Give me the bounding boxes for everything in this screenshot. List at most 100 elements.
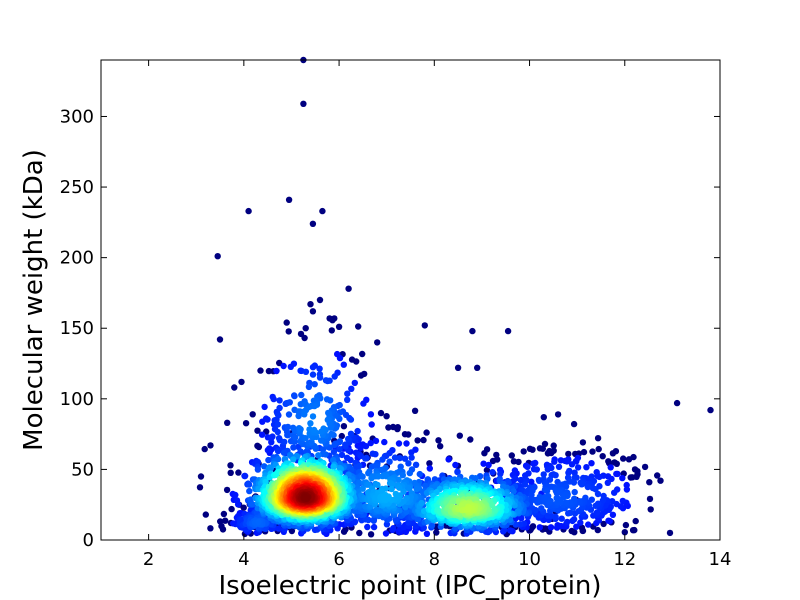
data-point bbox=[579, 439, 587, 446]
data-point bbox=[220, 510, 228, 518]
data-point bbox=[554, 411, 562, 418]
data-point bbox=[547, 524, 555, 531]
data-point bbox=[454, 364, 462, 371]
data-point bbox=[396, 484, 403, 491]
data-point bbox=[592, 502, 599, 509]
data-point bbox=[564, 518, 571, 526]
data-point bbox=[285, 328, 292, 335]
data-point bbox=[619, 474, 626, 482]
data-point bbox=[391, 454, 399, 461]
data-point bbox=[284, 431, 292, 439]
data-point bbox=[647, 506, 654, 513]
data-point bbox=[583, 464, 590, 471]
data-point bbox=[594, 509, 601, 516]
y-tick-label: 50 bbox=[71, 459, 94, 480]
data-point bbox=[604, 479, 611, 486]
y-tick-label: 100 bbox=[60, 389, 94, 410]
scatter-points bbox=[196, 56, 714, 538]
data-point bbox=[544, 450, 552, 457]
data-point bbox=[281, 438, 288, 446]
data-point bbox=[207, 442, 214, 449]
data-point bbox=[302, 368, 310, 375]
data-point bbox=[594, 490, 602, 498]
data-point bbox=[666, 529, 674, 537]
data-point bbox=[247, 496, 254, 503]
data-point bbox=[290, 444, 297, 451]
data-point bbox=[362, 516, 369, 523]
data-point bbox=[311, 402, 318, 410]
data-point bbox=[594, 472, 601, 480]
data-point bbox=[555, 463, 563, 470]
data-point bbox=[368, 421, 375, 428]
data-point bbox=[381, 438, 388, 446]
data-point bbox=[280, 362, 287, 370]
data-point bbox=[631, 466, 639, 473]
data-point bbox=[388, 481, 396, 488]
data-point bbox=[673, 399, 681, 407]
data-point bbox=[362, 455, 369, 462]
y-axis-ticks: 0 50 100 150 200 250 300 bbox=[60, 106, 720, 551]
data-point bbox=[310, 426, 318, 434]
data-point bbox=[452, 461, 459, 469]
data-point bbox=[275, 412, 282, 419]
data-point bbox=[594, 435, 602, 442]
data-point bbox=[465, 505, 472, 513]
data-point bbox=[428, 522, 436, 529]
data-point bbox=[249, 411, 256, 418]
data-point bbox=[344, 396, 351, 403]
data-point bbox=[255, 518, 262, 526]
data-point bbox=[533, 466, 540, 473]
data-point bbox=[599, 453, 606, 460]
x-tick-label: 2 bbox=[143, 549, 154, 570]
data-point bbox=[261, 463, 268, 470]
data-point bbox=[305, 383, 313, 391]
data-point bbox=[408, 454, 415, 461]
data-point bbox=[315, 452, 322, 459]
y-tick-label: 250 bbox=[60, 177, 94, 198]
data-point bbox=[611, 489, 618, 496]
data-point bbox=[489, 457, 497, 465]
data-point bbox=[319, 207, 326, 215]
data-point bbox=[604, 473, 612, 480]
data-point bbox=[620, 455, 627, 462]
data-point bbox=[580, 448, 588, 456]
data-point bbox=[307, 420, 314, 427]
data-point bbox=[605, 517, 612, 524]
data-point bbox=[584, 483, 591, 491]
data-point bbox=[254, 466, 262, 473]
data-point bbox=[383, 413, 390, 420]
data-point bbox=[489, 469, 496, 476]
data-point bbox=[276, 404, 283, 412]
data-point bbox=[578, 524, 586, 531]
data-point bbox=[390, 525, 397, 532]
data-point bbox=[367, 439, 374, 447]
data-point bbox=[283, 319, 290, 326]
data-point bbox=[435, 437, 442, 444]
data-point bbox=[399, 472, 406, 479]
data-point bbox=[316, 296, 324, 304]
data-point bbox=[214, 253, 221, 260]
data-point bbox=[254, 427, 261, 434]
data-point bbox=[227, 469, 234, 476]
data-point bbox=[356, 462, 363, 470]
data-point bbox=[500, 483, 507, 490]
data-point bbox=[405, 460, 412, 467]
data-point bbox=[324, 416, 331, 424]
data-point bbox=[309, 371, 317, 378]
data-point bbox=[474, 364, 481, 371]
data-point bbox=[567, 509, 574, 516]
data-point bbox=[395, 440, 403, 447]
data-point bbox=[332, 440, 339, 447]
x-tick-label: 8 bbox=[429, 549, 440, 570]
data-point bbox=[421, 322, 428, 329]
data-point bbox=[520, 448, 527, 455]
data-point bbox=[336, 354, 344, 362]
data-point bbox=[416, 470, 423, 478]
data-point bbox=[552, 472, 559, 479]
data-point bbox=[571, 488, 578, 496]
data-point bbox=[280, 449, 288, 456]
y-axis-title: Molecular weight (kDa) bbox=[19, 149, 49, 451]
data-point bbox=[528, 524, 535, 532]
data-point bbox=[284, 423, 292, 431]
data-point bbox=[202, 511, 209, 518]
